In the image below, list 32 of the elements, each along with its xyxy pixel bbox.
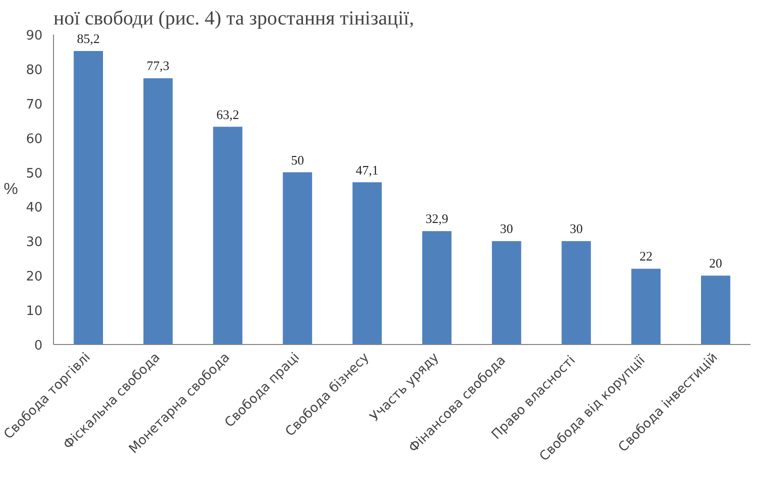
data-label: 63,2: [216, 106, 240, 122]
data-label: 50: [290, 152, 304, 168]
data-label: 30: [570, 221, 583, 236]
y-tick-label: 10: [26, 304, 43, 320]
bar: [282, 172, 312, 344]
y-tick-label: 80: [26, 62, 43, 78]
y-axis-title: %: [4, 181, 18, 198]
bar: [492, 241, 522, 344]
data-label: 20: [709, 256, 722, 271]
y-tick-label: 20: [26, 270, 43, 285]
bar: [562, 241, 591, 344]
bar: [352, 182, 382, 344]
bar: [701, 276, 730, 344]
y-tick-label: 50: [26, 166, 43, 182]
data-label: 22: [639, 248, 652, 264]
y-tick-label: 70: [26, 97, 43, 112]
y-tick-label: 40: [26, 200, 43, 216]
bar: [422, 231, 452, 344]
data-label: 47,1: [356, 162, 379, 178]
bar: [631, 268, 661, 344]
data-label: 32,9: [425, 211, 448, 226]
bar: [213, 126, 242, 344]
bar: [143, 78, 173, 344]
y-tick-label: 60: [26, 132, 43, 147]
data-label: 85,2: [76, 31, 100, 46]
data-label: 30: [500, 221, 514, 236]
y-tick-label: 90: [26, 28, 43, 44]
text: ної свободи (рис. 4) та зростання тінізації,: [54, 8, 414, 30]
bar: [74, 51, 103, 344]
y-tick-label: 0: [34, 338, 43, 354]
data-label: 77,3: [146, 58, 170, 74]
y-tick-label: 30: [26, 235, 43, 250]
